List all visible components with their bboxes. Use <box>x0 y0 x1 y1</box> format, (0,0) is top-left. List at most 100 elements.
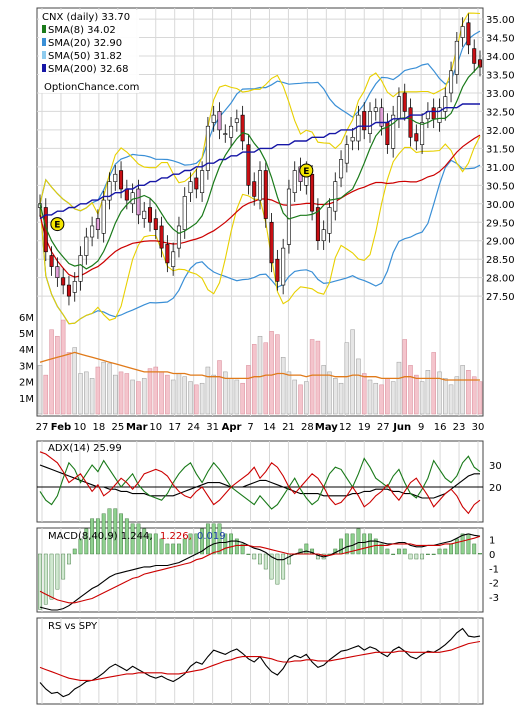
volume-bar <box>466 370 471 415</box>
macd-histogram-bar <box>252 553 257 560</box>
x-tick-label: 21 <box>282 422 295 433</box>
volume-bar <box>217 360 222 415</box>
candle-body <box>90 225 95 238</box>
volume-bar <box>240 382 245 415</box>
x-tick-label: 10 <box>74 422 87 433</box>
volume-bar <box>228 378 234 415</box>
volume-bar <box>60 319 66 415</box>
candle-body <box>234 118 239 123</box>
x-tick-label: 14 <box>263 422 276 433</box>
candle-body <box>159 225 164 249</box>
macd-histogram-bar <box>78 538 83 555</box>
volume-bar <box>269 331 274 415</box>
volume-tick-label: 4M <box>19 345 34 356</box>
volume-bar <box>385 378 390 415</box>
volume-bar <box>188 381 193 415</box>
volume-bar <box>356 358 361 415</box>
macd-histogram-bar <box>397 548 401 555</box>
candle-body <box>176 225 181 249</box>
candle-body <box>263 170 268 219</box>
candle-body <box>124 188 129 201</box>
volume-bar <box>251 344 257 415</box>
macd-histogram-bar <box>205 523 210 555</box>
volume-bar <box>408 365 413 415</box>
volume-bar <box>280 357 286 415</box>
volume-bar <box>298 384 303 415</box>
candle-body <box>136 188 141 216</box>
macd-histogram-bar <box>43 553 48 605</box>
earnings-marker-label: E <box>54 221 60 231</box>
candle-body <box>205 125 210 171</box>
candle-body <box>356 114 361 142</box>
candle-body <box>292 170 297 194</box>
candle-body <box>217 111 222 131</box>
macd-histogram-bar <box>72 548 77 555</box>
candle-body <box>240 114 245 142</box>
macd-histogram-bar <box>420 553 425 560</box>
macd-histogram-bar <box>200 528 205 555</box>
volume-bar <box>118 371 124 415</box>
price-tick-label: 28.00 <box>486 274 515 285</box>
macd-histogram-bar <box>437 548 442 555</box>
macd-histogram-bar <box>263 553 268 570</box>
candle-body <box>113 173 118 182</box>
macd-histogram-bar <box>124 518 129 555</box>
candle-body <box>281 247 286 286</box>
candle-body <box>327 207 332 234</box>
price-tick-label: 32.00 <box>486 126 515 137</box>
volume-bar <box>321 365 326 415</box>
macd-panel-frame <box>36 527 484 613</box>
volume-bar <box>205 366 211 415</box>
macd-histogram-bar <box>67 553 71 565</box>
price-tick-label: 30.50 <box>486 181 515 192</box>
candle-body <box>408 107 413 138</box>
candle-body <box>333 181 338 212</box>
x-tick-label: Feb <box>51 422 71 433</box>
macd-histogram-bar <box>240 543 245 555</box>
x-tick-label: 31 <box>206 422 219 433</box>
candle-body <box>275 258 280 282</box>
candle-body <box>449 70 454 94</box>
volume-average-line <box>39 351 480 381</box>
macd-histogram-bar <box>142 528 147 555</box>
macd-histogram-bar <box>217 523 222 555</box>
volume-bar <box>414 374 419 415</box>
adx-tick-label: 30 <box>489 461 502 472</box>
macd-histogram-bar <box>182 538 187 555</box>
candle-body <box>286 188 291 245</box>
macd-histogram-bar <box>373 538 378 555</box>
macd-histogram-bar <box>171 543 176 555</box>
candle-body <box>200 170 205 194</box>
candle-body <box>229 125 234 138</box>
macd-histogram-bar <box>391 553 396 555</box>
macd-label: MACD(8,40,9) 1.244, <box>48 531 153 542</box>
macd-histogram-bar <box>408 553 413 560</box>
candle-body <box>315 207 320 242</box>
volume-bar <box>78 373 83 415</box>
candle-body <box>402 92 407 112</box>
candle-body <box>321 229 326 242</box>
macd-histogram-bar <box>258 553 262 565</box>
price-tick-label: 34.00 <box>486 52 515 63</box>
candle-body <box>344 144 349 164</box>
candle-body <box>362 111 367 131</box>
macd-histogram-bar <box>454 538 459 555</box>
volume-bar <box>141 378 147 415</box>
x-tick-label: Apr <box>222 422 242 433</box>
candle-body <box>194 177 199 190</box>
candle-body <box>379 107 384 127</box>
macd-histogram-bar <box>449 543 453 555</box>
legend-swatch-sma20 <box>42 38 46 46</box>
x-tick-label: 19 <box>358 422 371 433</box>
adx-label: ADX(14) 25.99 <box>48 443 122 454</box>
volume-bar <box>55 335 60 415</box>
volume-bar <box>350 329 355 415</box>
macd-histogram-bar <box>153 533 158 555</box>
volume-bar <box>344 342 350 415</box>
candle-body <box>72 281 77 293</box>
macd-histogram-bar <box>165 543 170 555</box>
volume-bar <box>234 379 240 415</box>
volume-tick-label: 3M <box>19 361 34 372</box>
x-tick-label: 28 <box>301 422 314 433</box>
candle-body <box>66 284 71 297</box>
